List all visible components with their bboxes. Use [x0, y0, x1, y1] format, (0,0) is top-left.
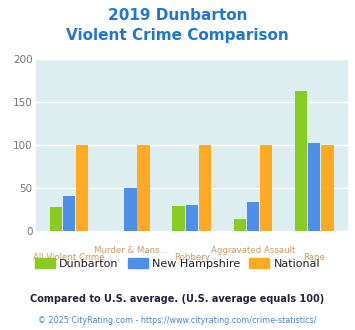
Bar: [295, 91, 307, 231]
Bar: [234, 219, 246, 231]
Text: 2019 Dunbarton: 2019 Dunbarton: [108, 8, 247, 23]
Bar: [63, 196, 75, 231]
Text: All Violent Crime: All Violent Crime: [33, 253, 105, 262]
Bar: [247, 202, 259, 231]
Text: Rape: Rape: [303, 253, 325, 262]
Text: Violent Crime Comparison: Violent Crime Comparison: [66, 28, 289, 43]
Text: Aggravated Assault: Aggravated Assault: [211, 247, 295, 255]
Bar: [260, 145, 272, 231]
Bar: [308, 144, 320, 231]
Bar: [76, 145, 88, 231]
Bar: [321, 145, 333, 231]
Text: Robbery: Robbery: [174, 253, 210, 262]
Bar: [124, 188, 137, 231]
Bar: [137, 145, 150, 231]
Bar: [50, 207, 62, 231]
Legend: Dunbarton, New Hampshire, National: Dunbarton, New Hampshire, National: [30, 254, 325, 273]
Bar: [173, 206, 185, 231]
Bar: [199, 145, 211, 231]
Text: Compared to U.S. average. (U.S. average equals 100): Compared to U.S. average. (U.S. average …: [31, 294, 324, 304]
Text: © 2025 CityRating.com - https://www.cityrating.com/crime-statistics/: © 2025 CityRating.com - https://www.city…: [38, 315, 317, 325]
Bar: [186, 205, 198, 231]
Text: Murder & Mans...: Murder & Mans...: [94, 247, 167, 255]
